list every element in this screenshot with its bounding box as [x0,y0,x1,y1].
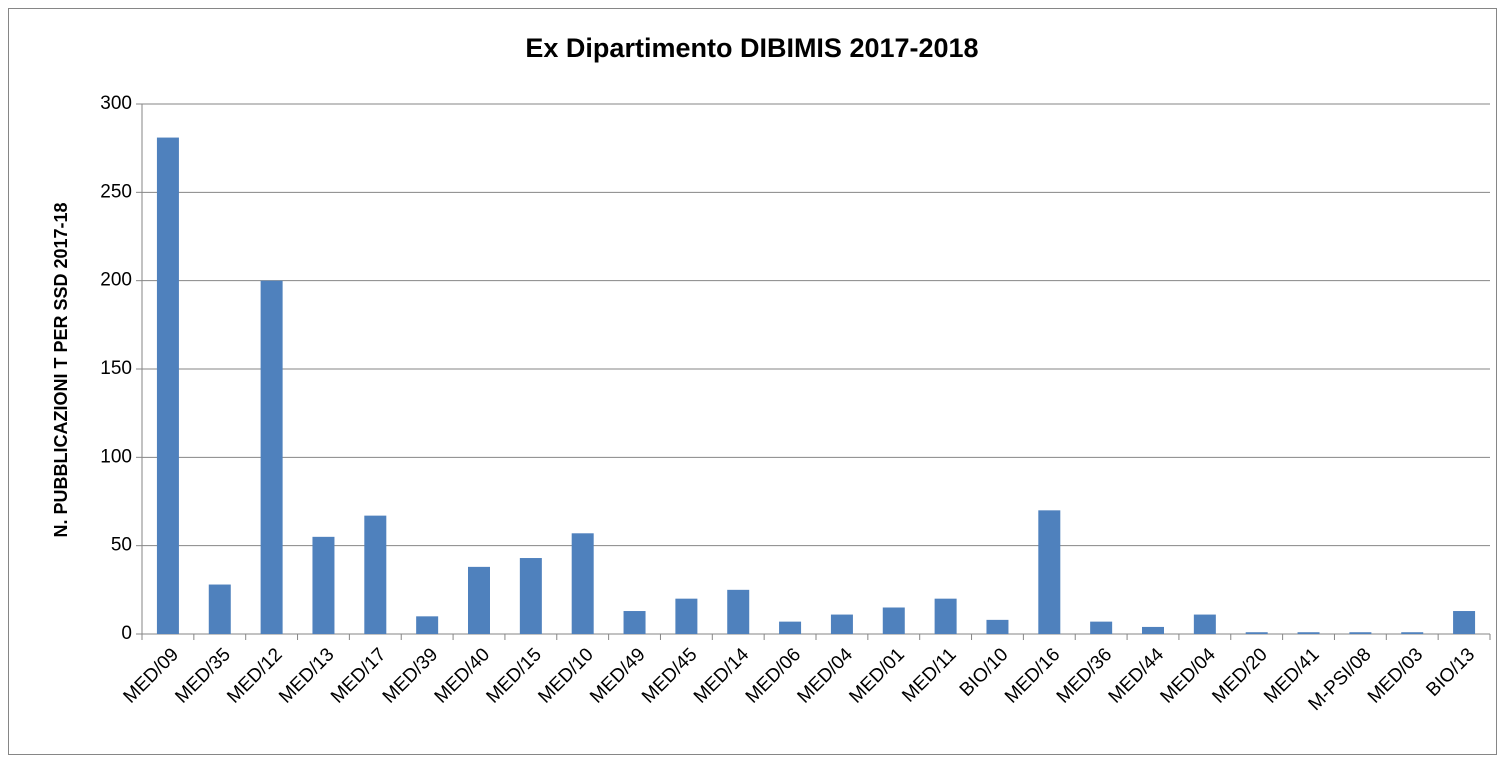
bar [260,280,283,634]
bar [779,621,802,634]
bar [623,611,646,634]
bar [830,614,853,634]
bar [727,589,750,634]
bar [882,607,905,634]
bar [986,619,1009,634]
bar [934,598,957,634]
bar [571,533,594,634]
bar [208,584,231,634]
chart-title: Ex Dipartimento DIBIMIS 2017-2018 [525,33,978,63]
y-tick-label: 300 [100,93,132,114]
bar [416,616,439,634]
y-tick-label: 100 [100,446,132,467]
bar [1193,614,1216,634]
chart-border [8,8,1497,755]
y-tick-label: 150 [100,358,132,379]
y-tick-label: 200 [100,270,132,291]
bar [1453,611,1476,634]
bar [156,137,179,635]
y-tick-label: 50 [111,535,132,556]
bar [312,536,335,634]
bar [1090,621,1113,634]
bar [1297,632,1320,634]
bar [1142,626,1164,634]
bar [1349,632,1372,634]
y-tick-label: 250 [100,181,132,202]
bar [519,558,542,634]
bar [468,566,490,634]
bar [1038,510,1061,634]
bar [675,598,698,634]
y-tick-label: 0 [121,623,132,644]
bar [1401,632,1424,634]
bar [364,515,387,634]
bar [1245,632,1268,634]
y-axis-label: N. PUBBLICAZIONI T PER SSD 2017-18 [51,202,71,537]
